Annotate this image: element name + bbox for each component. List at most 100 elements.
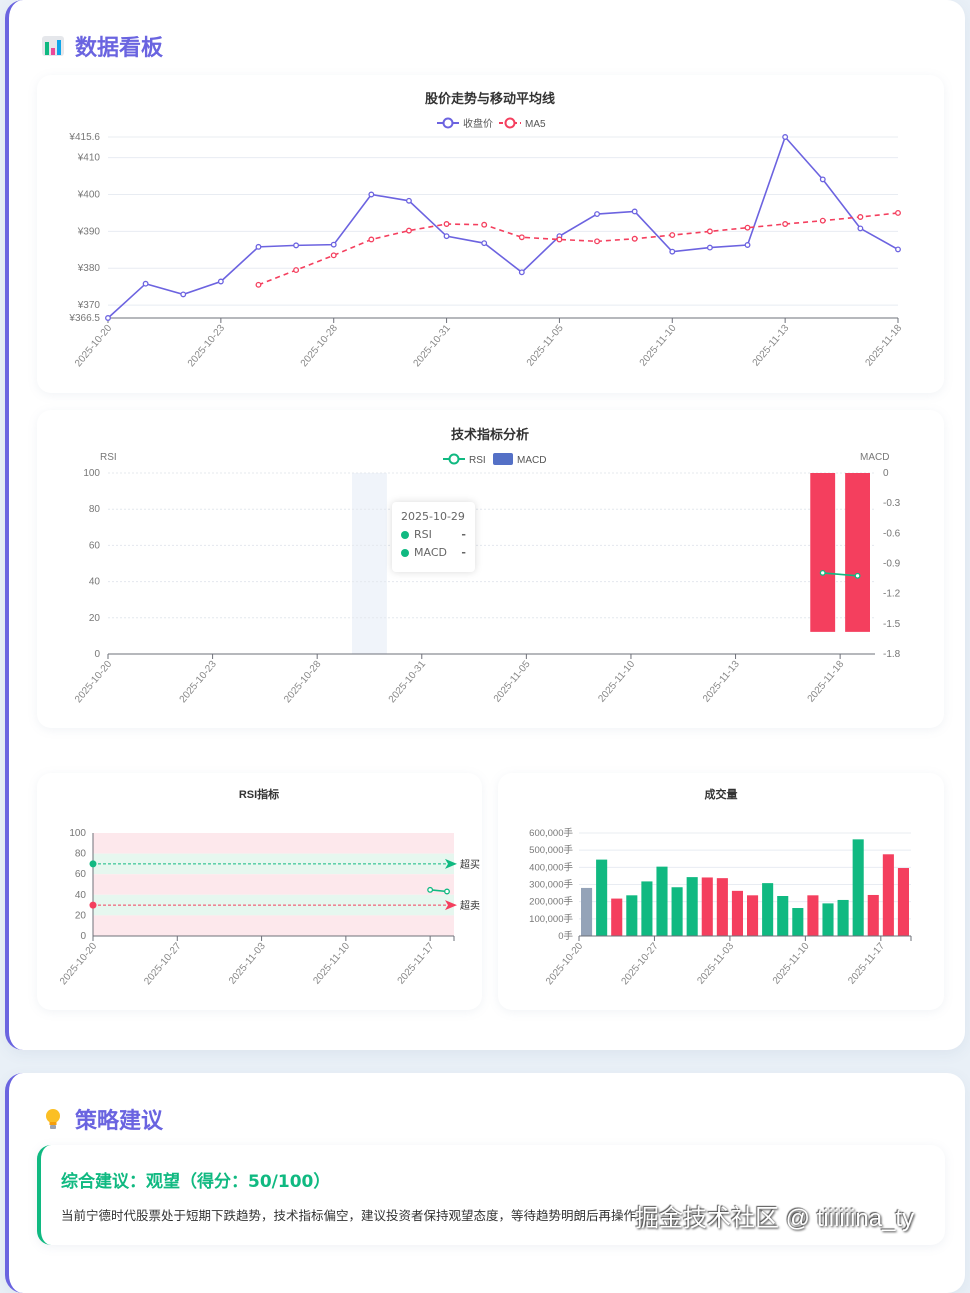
close-price-line-point xyxy=(142,280,149,287)
markline-arrow-icon xyxy=(445,858,457,869)
x-tick-label: 2025-11-10 xyxy=(638,323,679,369)
macd-bar xyxy=(845,473,870,632)
close-price-line-point xyxy=(706,244,713,251)
volume-bar xyxy=(837,899,849,936)
y-tick-label-left: 60 xyxy=(89,540,101,551)
price-chart-card: 股价走势与移动平均线 收盘价 MA5 ¥366.5 ¥370 ¥380 ¥390 ¥400 ¥4… xyxy=(37,75,944,393)
ma5-line-point xyxy=(744,224,751,231)
y-tick-label: 100 xyxy=(69,828,86,839)
dashboard-title: 数据看板 xyxy=(75,36,164,61)
chart-svg: 成交量 0手 100,000手 200,000手 300,000手 400,000手 500… xyxy=(529,787,912,987)
markline-start-dot xyxy=(89,901,97,909)
legend-marker-ma5 xyxy=(504,117,516,129)
axis-pointer-shadow xyxy=(352,473,387,654)
y-tick-label: 300,000手 xyxy=(529,879,573,891)
close-price-line-point xyxy=(330,241,337,248)
y-tick-label: ¥366.5 xyxy=(68,313,100,324)
legend-label: MA5 xyxy=(525,119,546,130)
ma5-line-point xyxy=(255,281,262,288)
y-tick-label: 20 xyxy=(75,910,87,921)
close-price-line-point xyxy=(293,242,300,249)
volume-bar xyxy=(671,887,683,936)
volume-bar xyxy=(641,881,653,936)
y-tick-label: 600,000手 xyxy=(529,827,573,839)
dashboard-header: 数据看板 xyxy=(41,30,163,62)
x-tick-label: 2025-11-10 xyxy=(771,941,812,987)
y-tick-label: ¥390 xyxy=(77,226,101,237)
bar-chart-icon xyxy=(41,34,65,58)
y-tick-label-right: -0.9 xyxy=(883,559,901,570)
volume-bar xyxy=(747,895,759,936)
volume-bar xyxy=(611,898,623,936)
y-tick-label: ¥400 xyxy=(77,190,101,201)
rsi-zone-band xyxy=(93,915,454,936)
x-tick-label: 2025-11-05 xyxy=(492,659,533,705)
y-tick-label: 0 xyxy=(80,931,86,942)
volume-bar xyxy=(897,868,909,936)
y-axis-name-right: MACD xyxy=(860,452,889,463)
legend-label: MACD xyxy=(517,455,546,466)
recommendation-title: 综合建议：观望（得分：50/100） xyxy=(61,1172,331,1192)
close-price-line-point xyxy=(180,291,187,298)
close-price-line xyxy=(107,135,899,319)
x-tick-label: 2025-10-20 xyxy=(58,941,100,988)
chart-svg: 技术指标分析 RSI MACD RSI MACD 0 20 40 60 80 100 -1.8 -1.5… xyxy=(73,427,901,706)
ma5-line-point xyxy=(782,221,789,227)
ma5-line-point xyxy=(481,221,488,228)
x-tick-label: 2025-11-10 xyxy=(311,941,352,987)
x-tick-label: 2025-11-13 xyxy=(751,323,792,369)
x-tick-label: 2025-11-18 xyxy=(806,659,847,705)
volume-bar xyxy=(822,903,834,936)
y-tick-label: 0手 xyxy=(558,930,573,942)
x-tick-label: 2025-10-20 xyxy=(73,323,115,370)
y-tick-label: 100,000手 xyxy=(529,913,573,925)
tooltip-date: 2025-10-29 xyxy=(401,510,465,523)
close-price-line-point xyxy=(443,233,450,240)
ma5-line-point xyxy=(631,235,638,242)
rsi-dot-icon xyxy=(401,530,409,539)
tooltip-label: MACD xyxy=(414,546,447,559)
y-tick-label-right: -1.8 xyxy=(883,649,901,660)
y-tick-label: 400,000手 xyxy=(529,861,573,873)
y-tick-label-right: -0.3 xyxy=(883,498,901,509)
x-tick-label: 2025-10-31 xyxy=(387,659,429,706)
volume-bar xyxy=(656,866,668,936)
x-tick-label: 2025-11-17 xyxy=(396,941,437,987)
y-tick-label-right: 0 xyxy=(883,468,889,479)
volume-bar xyxy=(777,896,789,936)
legend-marker-price xyxy=(442,117,454,129)
y-tick-label: ¥415.6 xyxy=(68,132,100,143)
volume-bar xyxy=(596,859,608,936)
recommendation-card: 综合建议：观望（得分：50/100） 当前宁德时代股票处于短期下跌趋势，技术指标… xyxy=(37,1145,945,1245)
y-tick-label-left: 0 xyxy=(94,649,100,660)
ma5-line-point xyxy=(857,214,864,220)
y-axis-name-left: RSI xyxy=(100,452,117,463)
x-tick-label: 2025-11-03 xyxy=(695,941,736,987)
ma5-line-point xyxy=(330,252,337,259)
volume-bar xyxy=(626,895,638,936)
close-price-line-point xyxy=(895,246,901,253)
volume-bar xyxy=(716,878,728,936)
ma5-line-point xyxy=(895,209,901,216)
y-tick-label-right: -1.2 xyxy=(883,589,901,600)
technical-chart-card: 2025-10-29 RSI - MACD - 技术指标分析 RSI MACD RSI MA… xyxy=(37,410,944,728)
ma5-line-point xyxy=(556,236,563,243)
x-tick-label: 2025-11-13 xyxy=(701,659,742,705)
chart-title: RSI指标 xyxy=(239,787,279,801)
recommendation-text: 当前宁德时代股票处于短期下跌趋势，技术指标偏空，建议投资者保持观望态度，等待趋势… xyxy=(61,1208,649,1223)
x-tick-label: 2025-10-27 xyxy=(142,941,184,988)
volume-bar xyxy=(581,887,593,936)
close-price-line-point xyxy=(217,278,224,285)
rsi-line-point xyxy=(819,569,826,576)
volume-chart-card: 成交量 0手 100,000手 200,000手 300,000手 400,000手 500… xyxy=(498,773,944,1010)
close-price-line-point xyxy=(105,315,111,321)
chart-title: 技术指标分析 xyxy=(451,427,529,442)
y-tick-label: 60 xyxy=(75,869,87,880)
legend-label: RSI xyxy=(469,455,486,466)
ma5-line-point xyxy=(669,232,676,239)
volume-bar xyxy=(701,877,713,936)
x-tick-label: 2025-11-17 xyxy=(846,941,887,987)
volume-bar xyxy=(852,839,864,936)
